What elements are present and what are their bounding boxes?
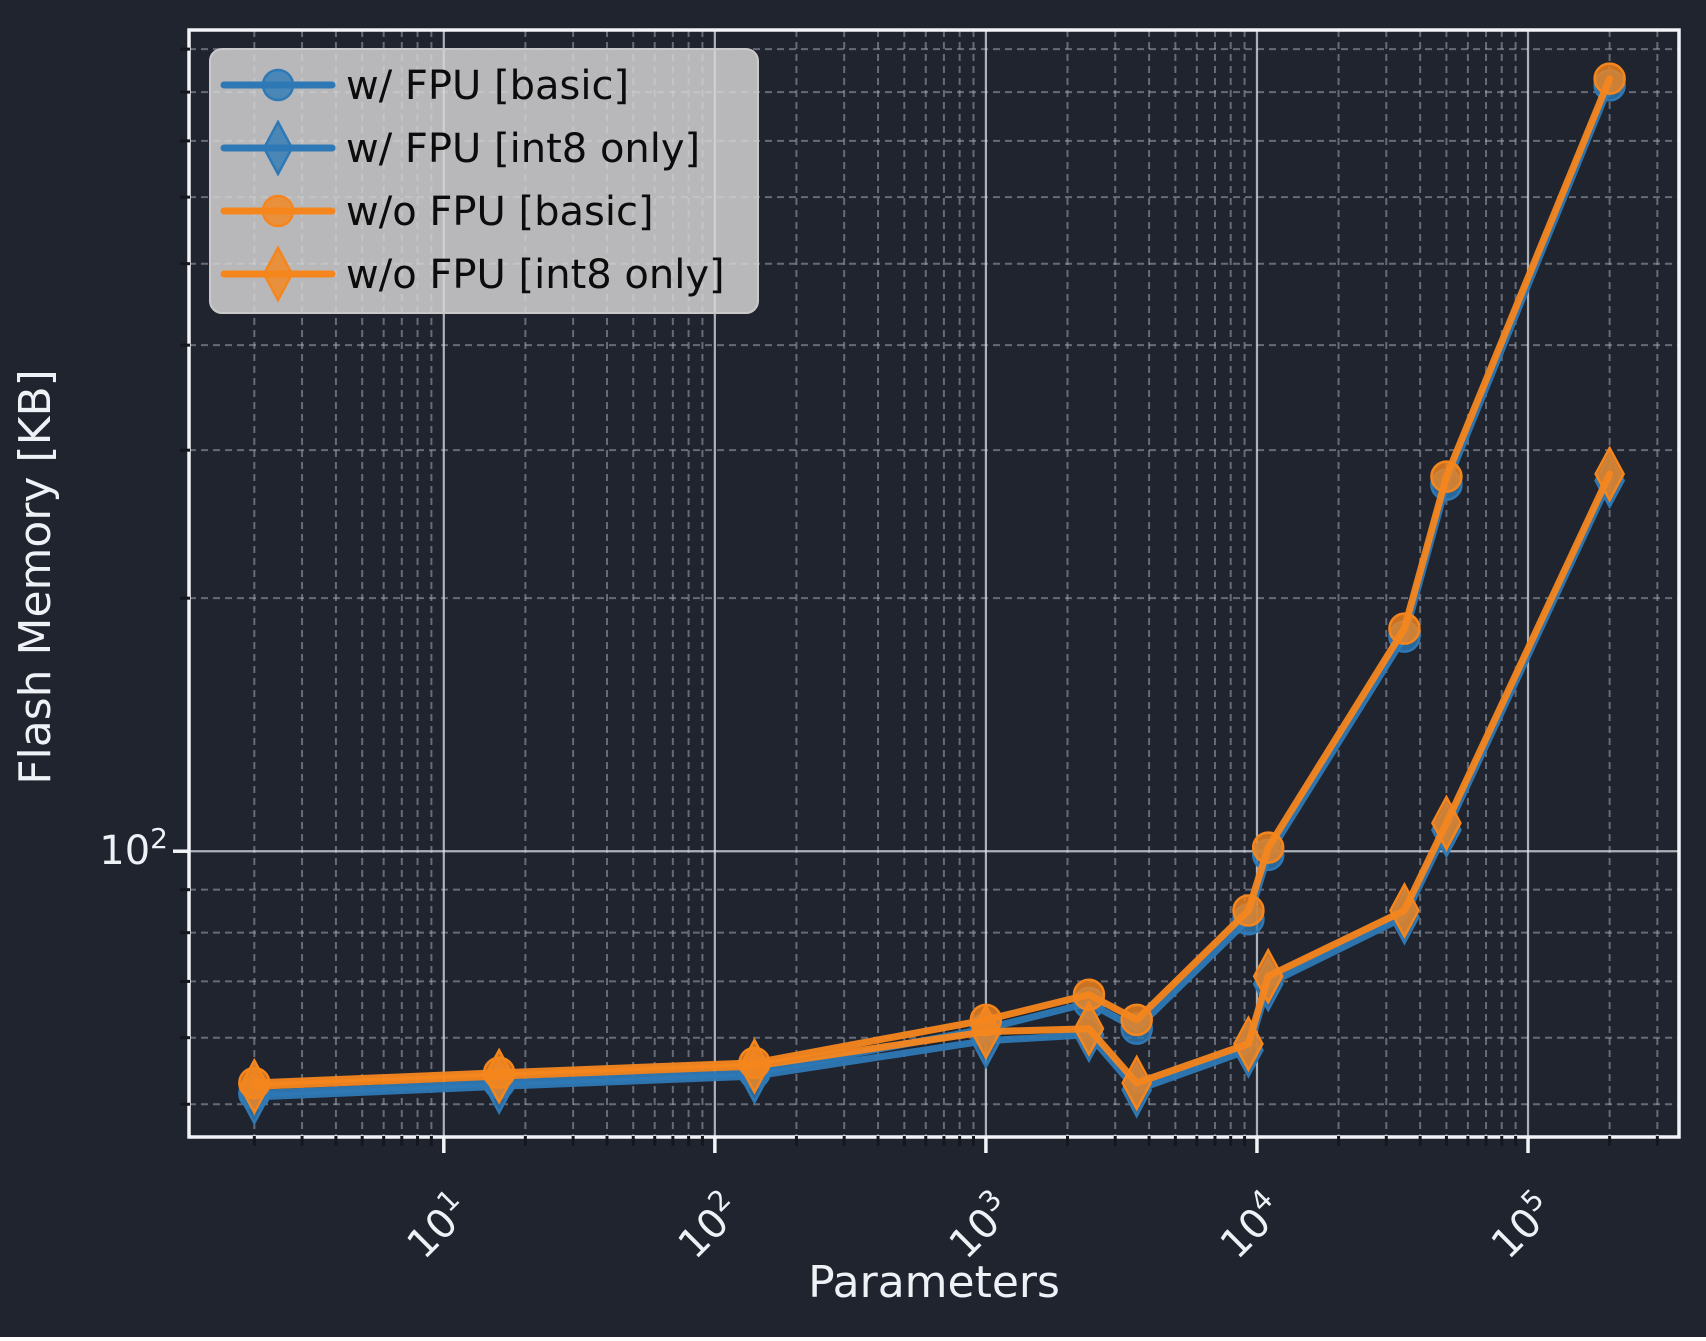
tick-label-text: 102 [99, 822, 168, 874]
circle-marker [1388, 612, 1421, 645]
diamond-marker [262, 245, 294, 303]
diamond-marker [238, 1057, 270, 1116]
diamond-marker [739, 1037, 770, 1095]
legend-item-label: w/ FPU [int8 only] [346, 126, 700, 172]
diamond-marker [483, 1047, 515, 1105]
legend-item-w-fpu-basic: w/ FPU [basic] [220, 63, 629, 109]
legend-item-w-fpu-int8-only: w/ FPU [int8 only] [220, 119, 700, 177]
circle-marker [1232, 894, 1265, 927]
diamond-marker [262, 119, 294, 177]
diamond-marker [1252, 947, 1284, 1005]
diamond-marker [1431, 794, 1462, 852]
data-series [238, 62, 1626, 1126]
circle-marker [1120, 1003, 1153, 1037]
diamond-marker [1073, 1000, 1105, 1058]
legend-item-label: w/o FPU [int8 only] [346, 252, 725, 298]
legend-item-label: w/o FPU [basic] [346, 189, 654, 235]
plot-frame [187, 28, 1681, 1139]
circle-marker [261, 194, 295, 228]
series-w-o-fpu-int8-only [238, 445, 1626, 1116]
diamond-marker [1233, 1015, 1264, 1073]
axis-ticks [173, 47, 1659, 1153]
circle-marker [261, 68, 295, 102]
y-tick-label: 102 [99, 822, 168, 874]
diamond-marker [970, 1003, 1002, 1061]
legend-item-w-o-fpu-basic: w/o FPU [basic] [220, 189, 654, 235]
legend-background [209, 48, 759, 314]
circle-marker [1251, 831, 1285, 864]
circle-marker [1593, 62, 1626, 95]
x-axis-label: Parameters [808, 1257, 1060, 1308]
y-axis-label: Flash Memory [KB] [10, 369, 61, 785]
legend-box: w/ FPU [basic] w/ FPU [int8 only] w/o FPU … [209, 48, 759, 314]
legend-item-label: w/ FPU [basic] [346, 63, 629, 109]
legend: w/ FPU [basic] w/ FPU [int8 only] w/o FPU … [209, 48, 759, 314]
diamond-marker [1389, 881, 1420, 940]
diamond-marker [1594, 445, 1626, 503]
diamond-marker [1121, 1054, 1153, 1112]
legend-item-w-o-fpu-int8-only: w/o FPU [int8 only] [220, 245, 725, 303]
circle-marker [1430, 460, 1463, 493]
